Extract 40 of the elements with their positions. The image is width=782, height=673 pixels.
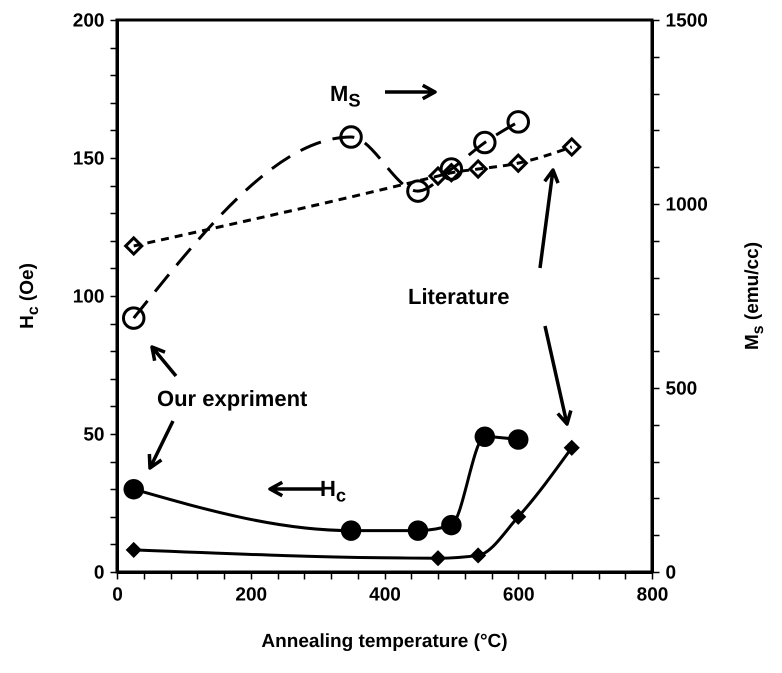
y2-tick-label: 1500: [666, 10, 708, 32]
annotation: H$_{c}$: [320, 476, 346, 506]
point: [430, 550, 446, 566]
point: [441, 514, 462, 536]
point: [126, 542, 142, 558]
point: [339, 125, 363, 149]
annotation: Our expriment: [157, 386, 308, 411]
y-tick-label: 150: [72, 148, 104, 170]
y-tick-label: 50: [83, 424, 104, 446]
y2-tick-label: 500: [666, 378, 698, 400]
point: [124, 236, 144, 256]
point: [406, 179, 430, 203]
point: [473, 130, 497, 154]
point: [468, 159, 488, 179]
point: [508, 429, 528, 450]
x-axis-title: Annealing temperature (°C): [261, 631, 508, 652]
point: [564, 440, 580, 456]
x-tick-label: 200: [235, 584, 268, 606]
annotation: M$_{S}$: [330, 81, 361, 110]
point: [508, 154, 528, 173]
point: [562, 137, 582, 157]
point: [510, 508, 526, 525]
x-tick-label: 400: [369, 584, 401, 606]
point: [340, 520, 362, 541]
x-tick-label: 600: [502, 584, 535, 606]
point: [474, 426, 496, 447]
annotation: Literature: [408, 284, 510, 309]
x-tick-label: 800: [636, 584, 668, 606]
point: [122, 306, 146, 330]
point: [506, 110, 530, 134]
y2-tick-label: 1000: [666, 194, 708, 216]
y2-tick-label: 0: [666, 562, 676, 584]
x-tick-label: 0: [112, 584, 123, 606]
y-tick-label: 0: [94, 562, 104, 584]
point: [470, 547, 486, 564]
y-tick-label: 200: [72, 10, 104, 32]
point: [123, 478, 144, 500]
y-tick-label: 100: [72, 286, 104, 308]
point: [408, 520, 428, 541]
point: [440, 157, 464, 181]
